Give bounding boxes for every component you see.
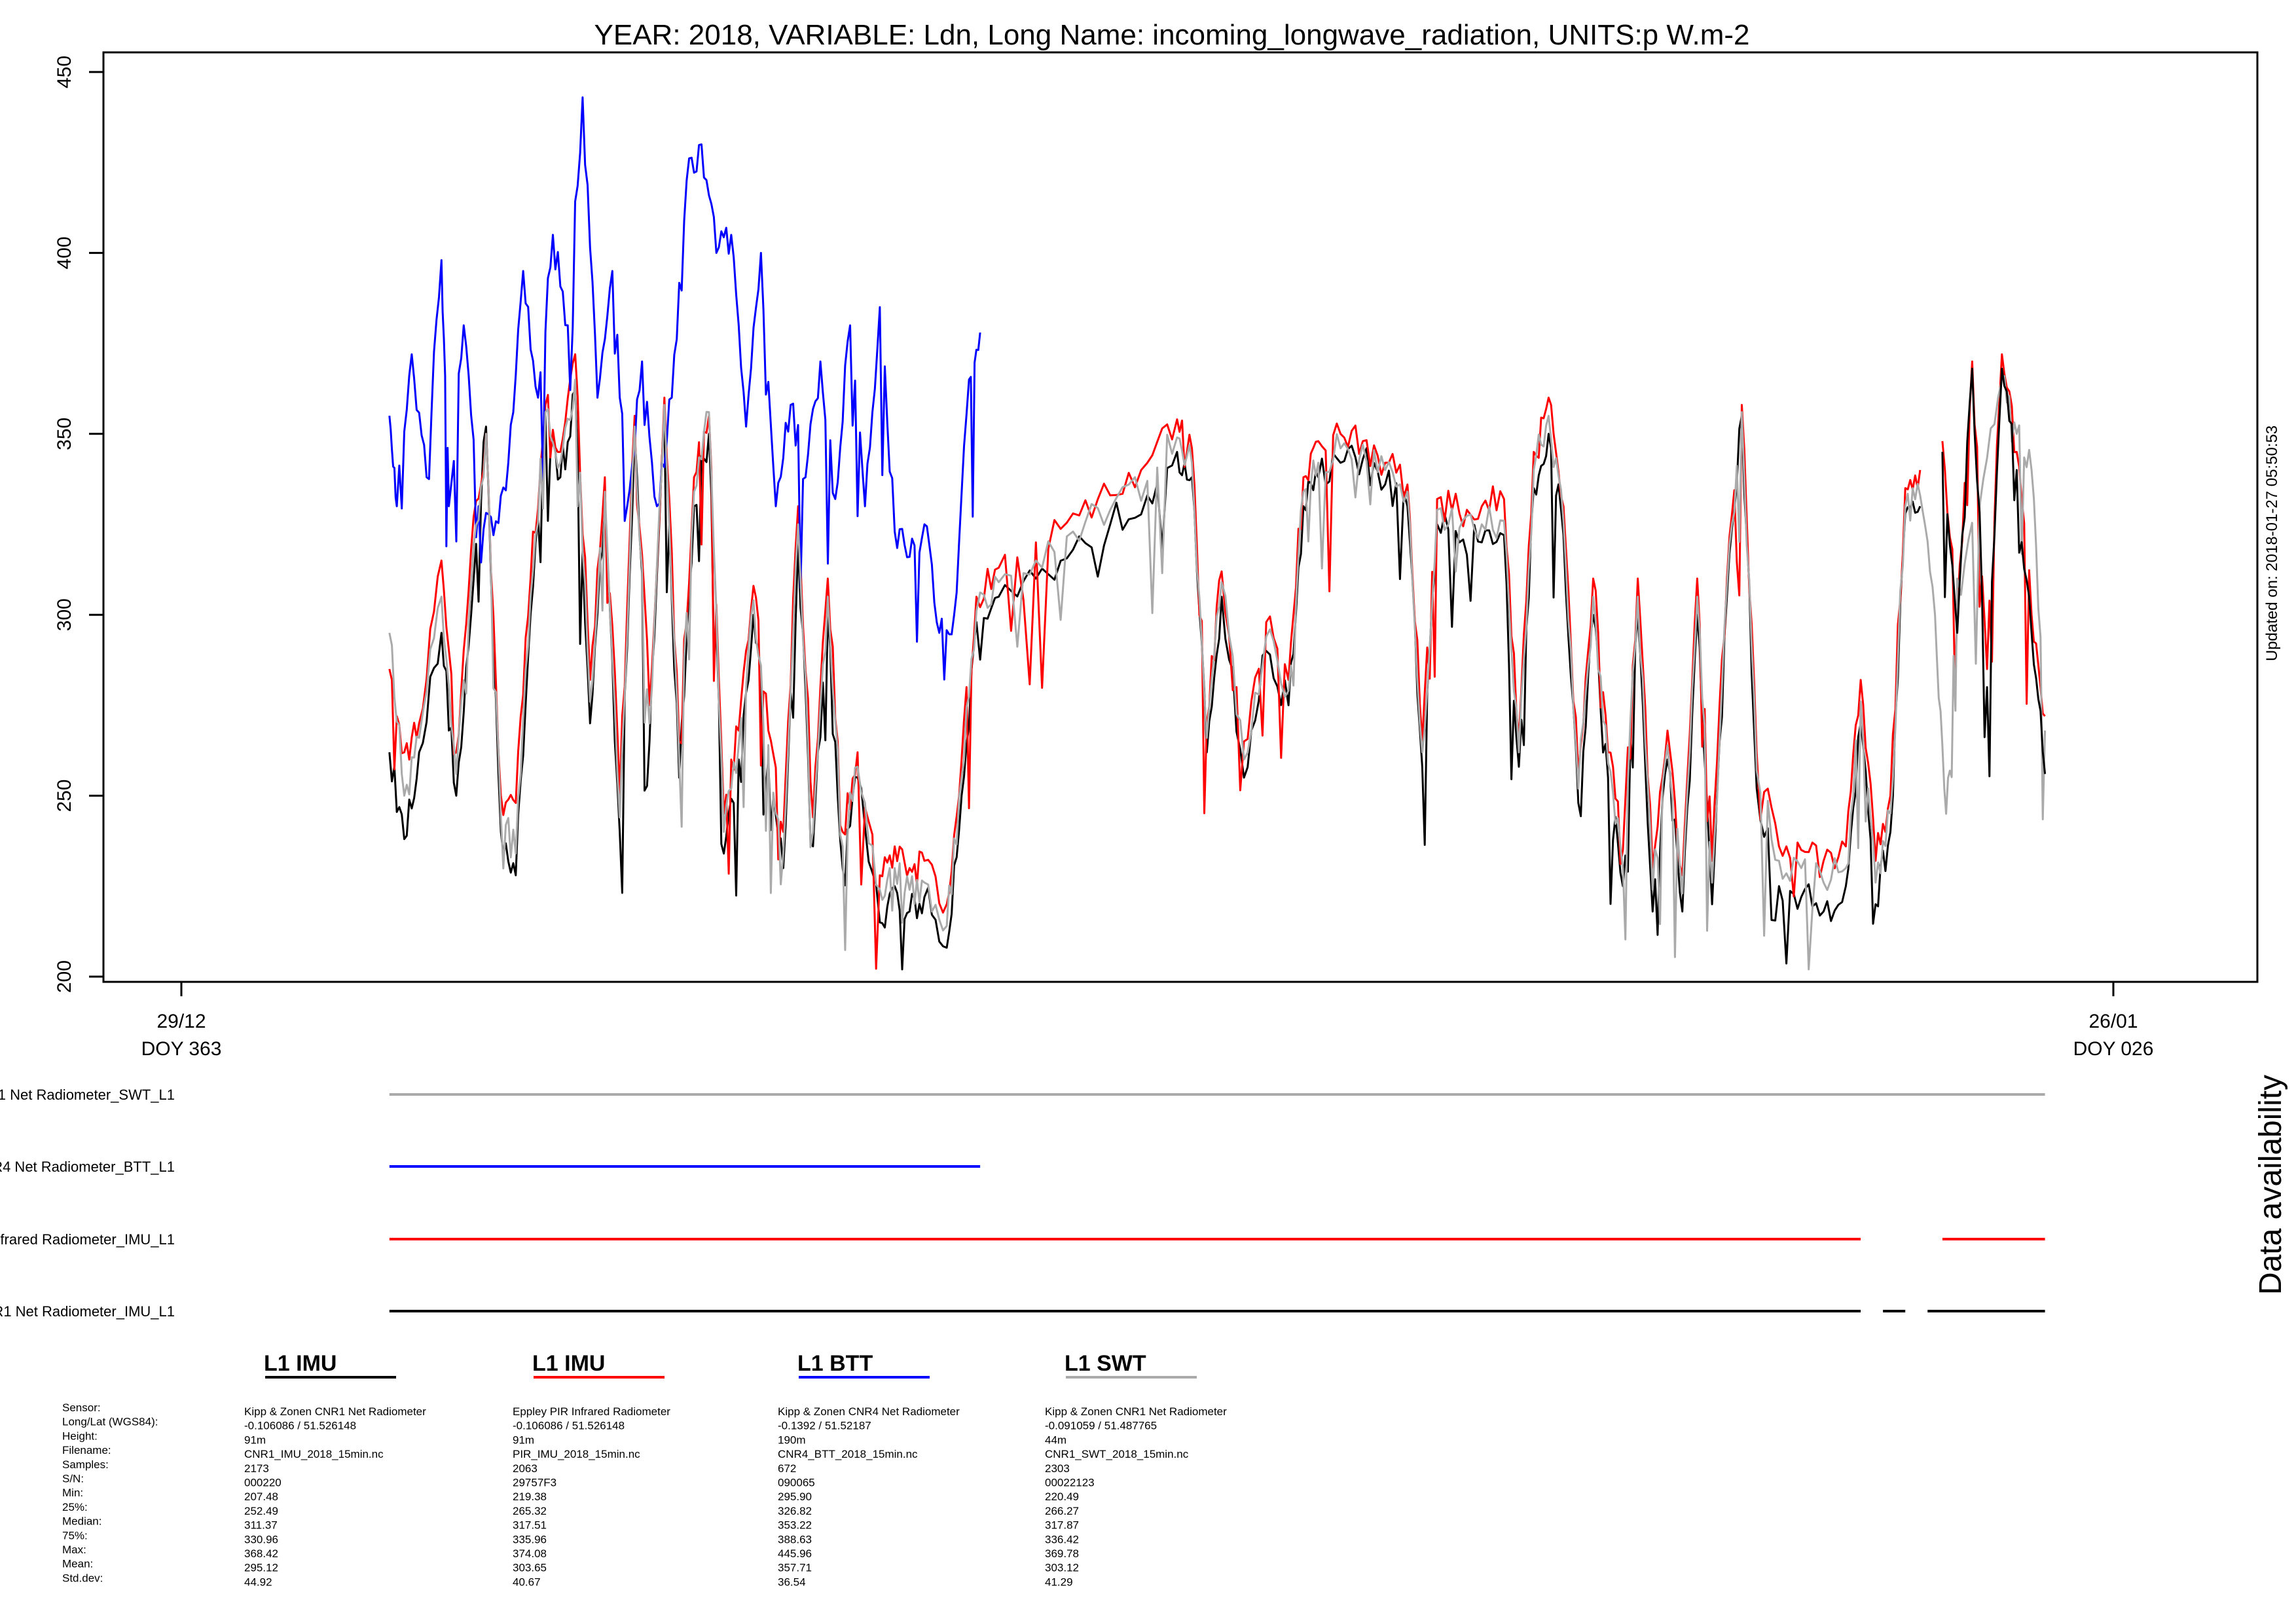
legend-value: Eppley PIR Infrared Radiometer [513,1405,670,1418]
legend-value: Kipp & Zonen CNR1 Net Radiometer [1045,1405,1227,1418]
y-axis: 200 250 300 350 400 450 [54,56,105,993]
legend-value: Kipp & Zonen CNR1 Net Radiometer [244,1405,426,1418]
legend-value: 2303 [1045,1462,1070,1475]
legend-value: 41.29 [1045,1576,1073,1588]
series-line-4 [388,375,2047,971]
availability-panel: Kipp & Zonen CNR1 Net Radiometer_SWT_L1 K… [0,1087,2045,1320]
series-line-1 [388,353,1922,970]
updated-timestamp: Updated on: 2018-01-27 05:50:53 [2263,425,2281,661]
legend-row-label: Min: [62,1487,83,1499]
legend-value: 91m [244,1434,266,1446]
legend-header: L1 SWT [1065,1351,1146,1376]
legend-value: 295.12 [244,1562,278,1574]
legend-value: 353.22 [778,1519,812,1532]
legend-value: 266.27 [1045,1505,1079,1517]
y-tick-label: 250 [54,780,75,812]
legend-row-label: Filename: [62,1444,111,1456]
legend-value: 374.08 [513,1547,547,1560]
legend-value: 40.67 [513,1576,541,1588]
legend-value: -0.106086 / 51.526148 [513,1420,625,1432]
legend-value: -0.091059 / 51.487765 [1045,1420,1157,1432]
legend-row-label: Height: [62,1430,98,1442]
legend-header: L1 BTT [797,1351,873,1376]
legend-value: -0.106086 / 51.526148 [244,1420,356,1432]
legend-stats-table: L1 IMU Kipp & Zonen CNR1 Net Radiometer -0… [62,1351,1227,1588]
legend-value: 00022123 [1045,1477,1095,1489]
y-tick-label: 300 [54,598,75,631]
legend-value: 219.38 [513,1490,547,1503]
legend-row-label: 75%: [62,1529,88,1542]
legend-row-label: S/N: [62,1473,84,1485]
legend-value: 36.54 [778,1576,806,1588]
legend-value: PIR_IMU_2018_15min.nc [513,1448,640,1460]
legend-value: 330.96 [244,1533,278,1545]
legend-value: 44.92 [244,1576,272,1588]
legend-value: 2063 [513,1462,538,1475]
legend-value: 369.78 [1045,1547,1079,1560]
legend-value: 44m [1045,1434,1066,1446]
legend-value: 388.63 [778,1533,812,1545]
legend-value: 303.65 [513,1562,547,1574]
legend-value: 265.32 [513,1505,547,1517]
series-line-3 [388,96,981,681]
legend-value: 357.71 [778,1562,812,1574]
x-axis: 29/12 DOY 363 26/01 DOY 026 [141,982,2154,1060]
availability-row-label: Eppley PIR Infrared Radiometer_IMU_L1 [0,1231,175,1248]
legend-value: 252.49 [244,1505,278,1517]
legend-value: 29757F3 [513,1477,556,1489]
y-tick-label: 200 [54,960,75,993]
legend-value: 000220 [244,1477,282,1489]
legend-row-label: Median: [62,1515,101,1528]
series-line-0 [388,389,1922,971]
y-tick-label: 350 [54,418,75,450]
legend-row-label: 25%: [62,1501,88,1513]
availability-row-label: Kipp & Zonen CNR1 Net Radiometer_IMU_L1 [0,1303,175,1320]
legend-value: 220.49 [1045,1490,1079,1503]
legend-value: 2173 [244,1462,269,1475]
legend-value: CNR1_SWT_2018_15min.nc [1045,1448,1189,1460]
availability-row-label: Kipp & Zonen CNR1 Net Radiometer_SWT_L1 [0,1087,175,1103]
legend-value: 295.90 [778,1490,812,1503]
legend-row-label: Long/Lat (WGS84): [62,1416,158,1428]
legend-value: 317.51 [513,1519,547,1532]
legend-row-label: Mean: [62,1558,93,1570]
legend-header: L1 IMU [532,1351,605,1376]
legend-value: 207.48 [244,1490,278,1503]
legend-header: L1 IMU [264,1351,337,1376]
legend-value: 190m [778,1434,806,1446]
x-tick-doy: DOY 026 [2073,1038,2154,1060]
legend-value: 326.82 [778,1505,812,1517]
x-tick-doy: DOY 363 [141,1038,222,1060]
y-tick-label: 400 [54,236,75,269]
y-tick-label: 450 [54,56,75,88]
legend-value: 336.42 [1045,1533,1079,1545]
series-line-5 [1941,367,2047,778]
legend-row-label: Std.dev: [62,1572,103,1584]
legend-value: Kipp & Zonen CNR4 Net Radiometer [778,1405,960,1418]
legend-value: 91m [513,1434,534,1446]
legend-value: CNR4_BTT_2018_15min.nc [778,1448,918,1460]
availability-title: Data availability [2253,1075,2288,1295]
legend-value: 303.12 [1045,1562,1079,1574]
x-tick-date: 26/01 [2088,1011,2138,1032]
legend-value: 311.37 [244,1519,278,1532]
legend-value: 368.42 [244,1547,278,1560]
availability-row-label: Kipp & Zonen CNR4 Net Radiometer_BTT_L1 [0,1159,175,1175]
legend-row-label: Sensor: [62,1401,101,1414]
legend-value: 317.87 [1045,1519,1079,1532]
chart-title: YEAR: 2018, VARIABLE: Ldn, Long Name: in… [594,19,1750,51]
legend-row-label: Samples: [62,1458,109,1471]
legend-value: 090065 [778,1477,815,1489]
legend-value: 672 [778,1462,796,1475]
legend-row-label: Max: [62,1543,86,1556]
legend-value: 445.96 [778,1547,812,1560]
plot-frame [102,51,2259,983]
x-tick-date: 29/12 [156,1011,206,1032]
series-layer [388,96,2047,971]
legend-value: CNR1_IMU_2018_15min.nc [244,1448,384,1460]
legend-value: 335.96 [513,1533,547,1545]
legend-value: -0.1392 / 51.52187 [778,1420,871,1432]
